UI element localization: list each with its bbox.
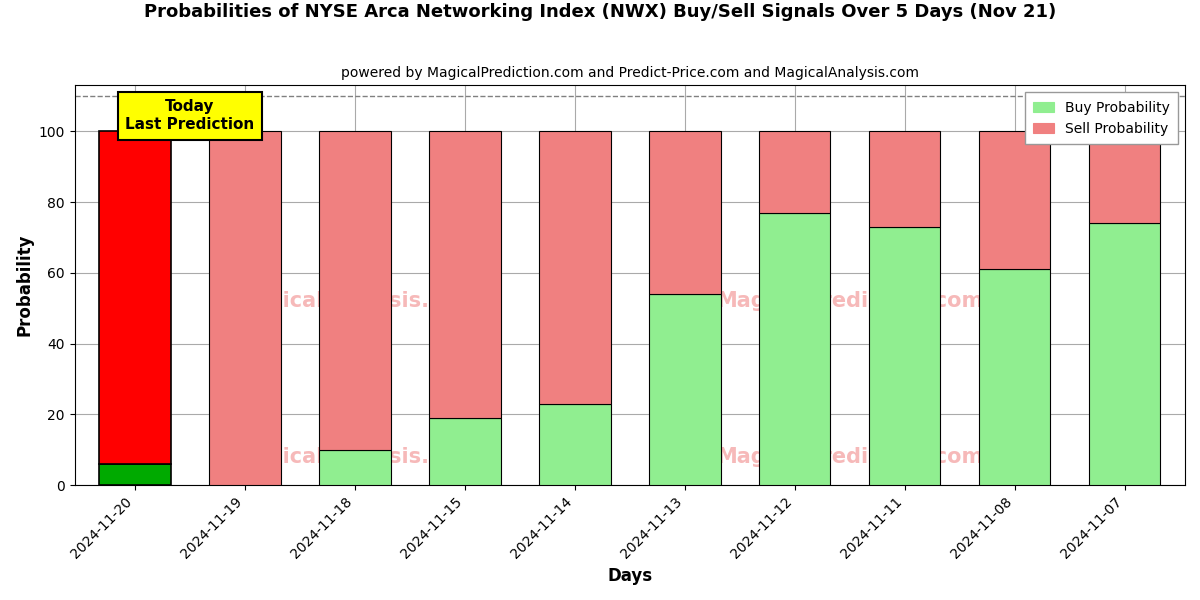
Y-axis label: Probability: Probability [16, 234, 34, 337]
Title: powered by MagicalPrediction.com and Predict-Price.com and MagicalAnalysis.com: powered by MagicalPrediction.com and Pre… [341, 66, 919, 80]
Bar [1088, 223, 1160, 485]
Bar [319, 450, 391, 485]
X-axis label: Days: Days [607, 567, 653, 585]
Bar [100, 131, 170, 464]
Bar [539, 404, 611, 485]
Bar [430, 418, 500, 485]
Text: Probabilities of NYSE Arca Networking Index (NWX) Buy/Sell Signals Over 5 Days (: Probabilities of NYSE Arca Networking In… [144, 3, 1056, 21]
Bar [869, 131, 941, 227]
Text: Today
Last Prediction: Today Last Prediction [126, 100, 254, 132]
Text: MagicalAnalysis.com: MagicalAnalysis.com [233, 291, 478, 311]
Bar [209, 131, 281, 485]
Bar [649, 294, 720, 485]
Bar [649, 131, 720, 294]
Text: MagicalPrediction.com: MagicalPrediction.com [716, 291, 983, 311]
Bar [979, 131, 1050, 269]
Text: MagicalAnalysis.com: MagicalAnalysis.com [233, 447, 478, 467]
Bar [100, 464, 170, 485]
Bar [760, 131, 830, 212]
Bar [539, 131, 611, 404]
Text: MagicalPrediction.com: MagicalPrediction.com [716, 447, 983, 467]
Bar [979, 269, 1050, 485]
Bar [869, 227, 941, 485]
Legend: Buy Probability, Sell Probability: Buy Probability, Sell Probability [1025, 92, 1178, 144]
Bar [430, 131, 500, 418]
Bar [1088, 131, 1160, 223]
Bar [760, 212, 830, 485]
Bar [319, 131, 391, 450]
